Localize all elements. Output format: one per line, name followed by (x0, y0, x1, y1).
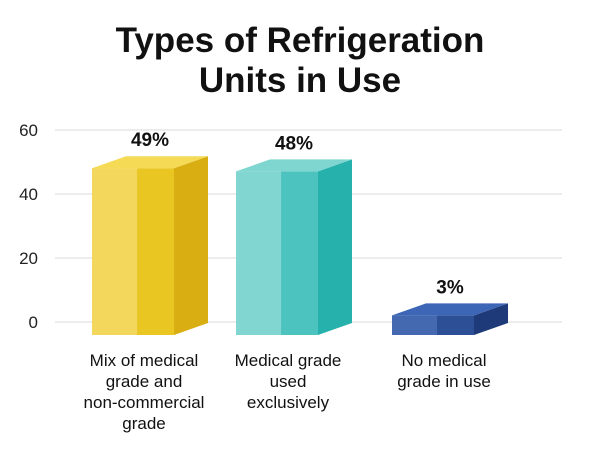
bar-top (92, 156, 208, 169)
category-label-line: non-commercial (84, 393, 205, 412)
bar-highlight (236, 171, 282, 335)
category-label-line: grade and (106, 372, 183, 391)
category-label-line: No medical (401, 351, 486, 370)
value-label: 3% (436, 277, 464, 298)
y-tick-label: 0 (29, 313, 38, 332)
y-tick-label: 60 (19, 121, 38, 140)
category-label-line: used (270, 372, 307, 391)
bar-side (318, 159, 352, 335)
category-labels: Mix of medical grade and non-commercial gra… (84, 351, 491, 433)
chart-title: Types of Refrigeration Units in Use (116, 21, 485, 100)
value-label: 48% (275, 133, 313, 154)
chart-title-line-2: Units in Use (199, 61, 401, 100)
category-label-line: grade (122, 414, 165, 433)
bar-side (474, 303, 508, 335)
category-label: Mix of medical grade and non-commercial gra… (84, 351, 205, 433)
category-label-line: exclusively (247, 393, 330, 412)
chart-title-line-1: Types of Refrigeration (116, 21, 485, 60)
y-axis: 0 20 40 60 (19, 121, 38, 332)
bar-side (174, 156, 208, 335)
category-label: Medical grade used exclusively (235, 351, 342, 412)
category-label-line: Medical grade (235, 351, 342, 370)
value-label: 49% (131, 130, 169, 151)
y-tick-label: 40 (19, 185, 38, 204)
bar-highlight (392, 315, 438, 335)
bars (92, 156, 508, 335)
bar-top (392, 303, 508, 316)
bar-top (236, 159, 352, 172)
bar (92, 156, 208, 335)
category-label-line: Mix of medical (90, 351, 199, 370)
category-label-line: grade in use (397, 372, 491, 391)
value-labels: 49% 48% 3% (131, 130, 464, 298)
category-label: No medical grade in use (397, 351, 491, 391)
bar-highlight (92, 168, 138, 335)
y-tick-label: 20 (19, 249, 38, 268)
bar (236, 159, 352, 335)
bar (392, 303, 508, 335)
